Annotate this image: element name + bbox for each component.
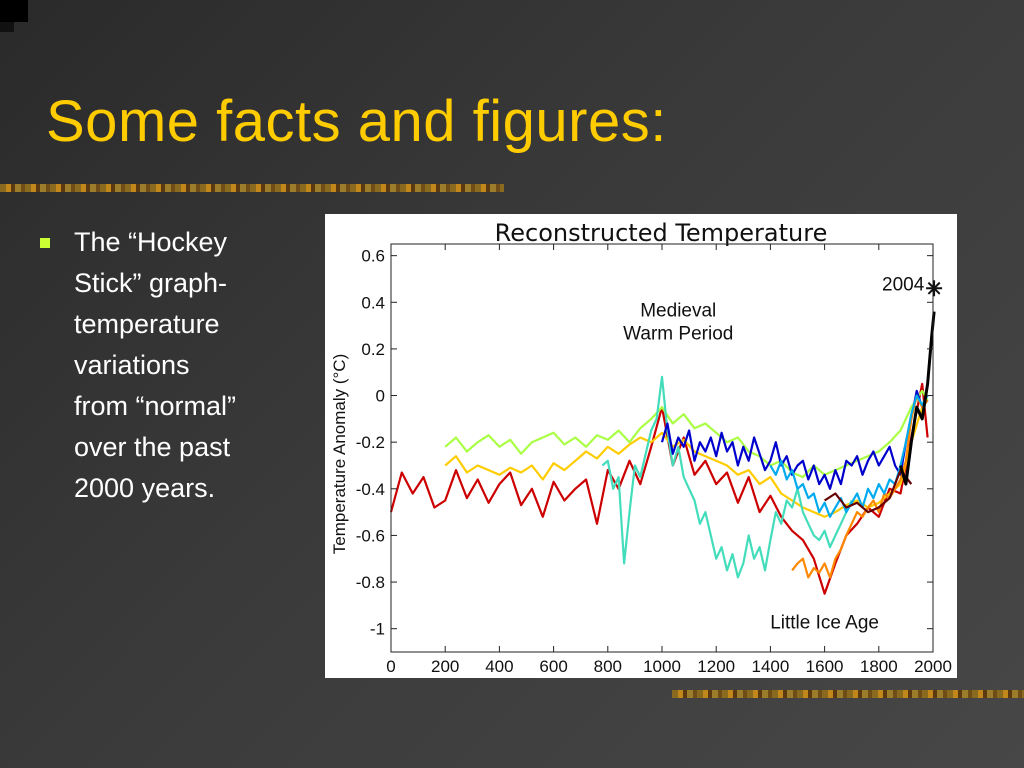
- y-tick-label: 0.2: [361, 340, 385, 359]
- series-line-4: [601, 375, 853, 579]
- y-tick-label: -0.2: [356, 433, 385, 452]
- y-tick-label: -0.6: [356, 526, 385, 545]
- series-line-3: [444, 389, 929, 479]
- series-line-5: [660, 389, 929, 490]
- annotation-3: Little Ice Age: [770, 613, 879, 634]
- annotation-layer: Medieval Warm Period Little Ice Age 2004: [623, 275, 943, 634]
- x-tick-label: 2000: [914, 657, 952, 676]
- corner-mark-small: [0, 22, 14, 32]
- y-tick-label: 0: [376, 387, 385, 406]
- x-tick-label: 0: [386, 657, 395, 676]
- x-tick-label: 800: [594, 657, 622, 676]
- series-line-6: [791, 394, 929, 579]
- chart-panel: Reconstructed Temperature Temperature An…: [325, 214, 957, 678]
- axis-layer: 0 200 400 600 800 1000 1200 1400 1600 1800 2000 0.6…: [356, 243, 952, 676]
- y-tick-label: 0.4: [361, 293, 385, 312]
- annotation-4: 2004: [882, 275, 925, 296]
- chart-title: Reconstructed Temperature: [495, 219, 828, 247]
- x-tick-label: 400: [485, 657, 513, 676]
- series-layer: [389, 311, 936, 595]
- asterisk-stroke: [927, 281, 941, 295]
- bullet-square-icon: [40, 238, 50, 248]
- series-line-9: [899, 311, 936, 486]
- x-tick-label: 1400: [751, 657, 789, 676]
- x-tick-label: 600: [539, 657, 567, 676]
- y-tick-label: -0.8: [356, 573, 385, 592]
- annotation-1: Medieval: [640, 300, 716, 321]
- x-tick-label: 1200: [697, 657, 735, 676]
- decorative-rule-top: [0, 184, 504, 192]
- decorative-rule-bottom: [672, 690, 1024, 698]
- y-axis-label: Temperature Anomaly (°C): [330, 354, 349, 554]
- slide-title: Some facts and figures:: [46, 89, 667, 154]
- y-tick-label: -0.4: [356, 480, 385, 499]
- corner-mark: [0, 0, 28, 22]
- series-line-1: [389, 382, 929, 595]
- bullet-text: The “Hockey Stick” graph- temperature va…: [74, 227, 237, 503]
- y-tick-label: -1: [370, 620, 385, 639]
- hockey-stick-chart: Reconstructed Temperature Temperature An…: [330, 219, 952, 676]
- x-tick-label: 1600: [806, 657, 844, 676]
- x-tick-label: 1800: [860, 657, 898, 676]
- asterisk-marker-icon: [926, 280, 943, 297]
- series-line-8: [824, 469, 913, 514]
- annotation-2: Warm Period: [623, 324, 733, 345]
- y-tick-label: 0.6: [361, 247, 385, 266]
- x-tick-label: 200: [431, 657, 459, 676]
- x-tick-label: 1000: [643, 657, 681, 676]
- bullet-list-item: The “Hockey Stick” graph- temperature va…: [40, 222, 310, 509]
